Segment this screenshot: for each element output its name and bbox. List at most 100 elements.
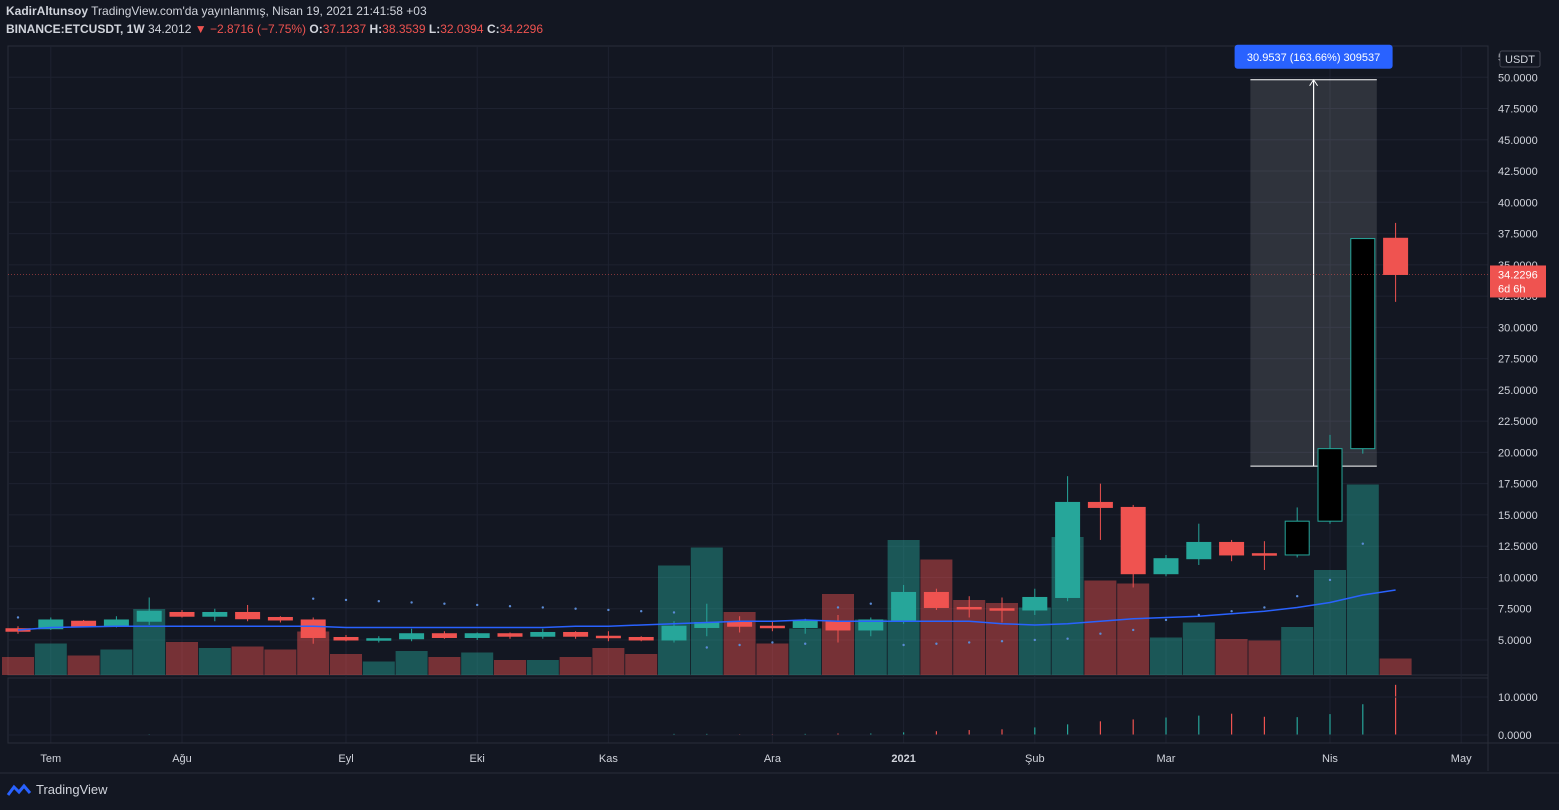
- current-price-badge: [1490, 265, 1546, 298]
- candle-body: [1022, 596, 1048, 611]
- candle-body: [1219, 541, 1245, 556]
- indicator-dots: [16, 542, 1365, 649]
- volume-bar: [592, 648, 625, 675]
- low-value: 32.0394: [440, 22, 484, 36]
- volume-bar: [1018, 607, 1051, 675]
- volume-bar: [756, 643, 789, 675]
- volume-bar: [198, 648, 231, 675]
- candle-body: [923, 591, 949, 608]
- price-tick-label: 45.0000: [1498, 135, 1538, 147]
- candle-body: [1055, 501, 1081, 598]
- measure-arrow-head: [1309, 78, 1319, 87]
- indicator-dot: [902, 643, 905, 647]
- indicator-dot: [804, 642, 807, 645]
- volume-bar: [1346, 484, 1379, 675]
- price-tick-label: 30.0000: [1498, 322, 1538, 334]
- candle-body: [267, 616, 293, 621]
- indicator-dot: [312, 597, 315, 600]
- price-tick-label: 47.5000: [1498, 104, 1538, 116]
- sub-pane: [7, 677, 1489, 744]
- price-tick-label: 5.0000: [1498, 635, 1532, 647]
- candle-body: [1087, 501, 1113, 508]
- indicator-dot: [607, 608, 610, 612]
- volume-bar: [330, 654, 362, 675]
- ma-line: [17, 589, 1396, 631]
- indicator-dot: [1230, 610, 1233, 613]
- candle-body: [431, 633, 457, 638]
- low-label: L:: [428, 22, 441, 36]
- open-value: 37.1237: [322, 22, 367, 36]
- candle-body: [1317, 448, 1343, 522]
- volume-bar: [1150, 637, 1182, 675]
- price-tick-label: 17.5000: [1498, 479, 1538, 491]
- volume-bar: [789, 628, 822, 675]
- time-tick-label: Eyl: [338, 753, 353, 765]
- candle-body: [136, 610, 162, 622]
- indicator-dot: [869, 602, 872, 605]
- volume-bar: [1084, 580, 1117, 675]
- footer-brand-label: TradingView: [36, 782, 108, 797]
- candle-body: [1153, 558, 1179, 575]
- time-tick-label: Tem: [40, 753, 61, 765]
- volume-bar: [526, 660, 559, 675]
- candle-body: [71, 620, 97, 627]
- volume-pane: [8, 684, 1488, 736]
- candle-body: [235, 611, 261, 620]
- footer-brand[interactable]: TradingView: [6, 782, 108, 797]
- indicator-dot: [16, 616, 20, 619]
- indicator-dot: [377, 600, 380, 603]
- published-info: TradingView.com'da yayınlanmış, Nisan 19…: [91, 4, 427, 18]
- candle-body: [563, 631, 589, 637]
- candle-body: [202, 611, 228, 617]
- candle-body: [1120, 506, 1146, 575]
- indicator-dot: [968, 641, 971, 644]
- indicator-dot: [1000, 640, 1004, 643]
- candlestick-series: [5, 222, 1409, 644]
- currency-label: USDT: [1505, 54, 1535, 66]
- candle-body: [989, 608, 1015, 611]
- candle-body: [891, 591, 917, 622]
- chart-grid: [7, 45, 1489, 744]
- volume-bar: [100, 649, 133, 675]
- price-axis: 10.0000 0.0000 50.0000 47.5000 45.0000 42.500…: [8, 46, 1546, 771]
- volume-bar: [428, 657, 461, 675]
- candle-body: [661, 625, 687, 641]
- volume-bar: [461, 652, 494, 675]
- price-tick-label: 42.5000: [1498, 166, 1538, 178]
- symbol-label[interactable]: BINANCE:ETCUSDT, 1W: [6, 22, 145, 36]
- measure-label: 30.9537 (163.66%) 309537: [1247, 52, 1380, 64]
- volume-bar: [264, 649, 297, 675]
- volume-tick-label: 0.0000: [1498, 730, 1532, 742]
- main-pane: [7, 45, 1489, 676]
- candle-body: [530, 631, 556, 637]
- price-tick-label: 10.0000: [1498, 572, 1538, 584]
- high-label: H:: [369, 22, 383, 36]
- candle-body: [333, 636, 359, 641]
- candle-body: [300, 619, 326, 638]
- indicator-dot: [443, 602, 446, 605]
- volume-bar: [166, 642, 198, 675]
- price-tick-label: 12.5000: [1498, 541, 1538, 553]
- volume-bar: [1379, 658, 1412, 675]
- candle-body: [497, 633, 523, 637]
- candle-body: [727, 621, 753, 627]
- candle-body: [825, 620, 851, 631]
- current-price-label: 34.2296: [1498, 269, 1538, 281]
- high-value: 38.3539: [382, 22, 426, 36]
- price-tick-label: 40.0000: [1498, 197, 1538, 209]
- indicator-dot: [1099, 632, 1102, 635]
- indicator-dot: [836, 606, 840, 609]
- chart-header-line2: BINANCE:ETCUSDT, 1W 34.2012 ▼ −2.8716 (−…: [6, 22, 543, 36]
- indicator-dot: [1296, 595, 1299, 598]
- author-name[interactable]: KadirAltunsoy: [6, 4, 89, 18]
- close-value: 34.2296: [499, 22, 544, 36]
- indicator-dot: [410, 601, 413, 604]
- candle-body: [792, 620, 818, 628]
- candle-body: [103, 619, 129, 627]
- candle-body: [38, 619, 64, 630]
- indicator-dot: [1361, 542, 1365, 545]
- price-tick-label: 50.0000: [1498, 72, 1538, 84]
- candle-body: [1186, 541, 1212, 560]
- candle-body: [1350, 238, 1376, 450]
